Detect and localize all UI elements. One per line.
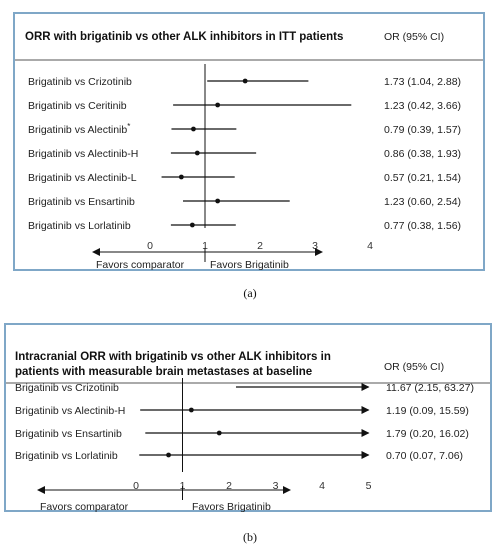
x-tick-label: 4 — [319, 480, 325, 492]
x-tick-label: 4 — [367, 240, 373, 252]
panel-frame — [4, 323, 492, 512]
point-estimate — [215, 102, 221, 108]
point-estimate — [216, 430, 222, 436]
row-label: Brigatinib vs Crizotinib — [15, 382, 119, 394]
chart-title: Intracranial ORR with brigatinib vs othe… — [15, 351, 331, 363]
forest-panel-b: Intracranial ORR with brigatinib vs othe… — [4, 323, 492, 544]
panel-caption: (b) — [243, 530, 257, 544]
forest-panel-a: ORR with brigatinib vs other ALK inhibit… — [13, 12, 485, 300]
point-estimate — [191, 126, 196, 132]
x-tick-label: 2 — [226, 480, 232, 492]
favors-brigatinib-label: Favors Brigatinib — [210, 259, 289, 271]
favors-brigatinib-label: Favors Brigatinib — [192, 501, 271, 513]
ci-value: 1.23 (0.42, 3.66) — [384, 100, 461, 112]
x-tick-label: 3 — [273, 480, 279, 492]
ci-value: 0.79 (0.39, 1.57) — [384, 124, 461, 136]
row-label: Brigatinib vs Lorlatinib — [15, 450, 118, 462]
point-estimate — [178, 174, 184, 180]
row-label: Brigatinib vs Ensartinib — [15, 428, 122, 440]
x-tick-label: 1 — [202, 240, 208, 252]
ci-header: OR (95% CI) — [384, 361, 444, 373]
x-tick-label: 0 — [133, 480, 139, 492]
favors-comparator-label: Favors comparator — [40, 501, 129, 513]
point-estimate — [188, 407, 194, 413]
ci-value: 0.57 (0.21, 1.54) — [384, 172, 461, 184]
ci-value: 1.73 (1.04, 2.88) — [384, 76, 461, 88]
ci-value: 1.23 (0.60, 2.54) — [384, 196, 461, 208]
x-tick-label: 2 — [257, 240, 263, 252]
row-label: Brigatinib vs Alectinib* — [28, 122, 130, 136]
ci-header: OR (95% CI) — [384, 31, 444, 43]
row-label: Brigatinib vs Crizotinib — [28, 76, 132, 88]
x-tick-label: 3 — [312, 240, 318, 252]
point-estimate — [166, 452, 171, 458]
row-label: Brigatinib vs Alectinib-H — [28, 148, 138, 160]
row-label: Brigatinib vs Alectinib-H — [15, 405, 125, 417]
point-estimate — [194, 150, 200, 156]
panel-caption: (a) — [243, 286, 256, 300]
favors-comparator-label: Favors comparator — [96, 259, 185, 271]
x-tick-label: 5 — [366, 480, 372, 492]
point-estimate — [189, 222, 195, 228]
chart-title: ORR with brigatinib vs other ALK inhibit… — [25, 31, 343, 43]
ci-value: 0.86 (0.38, 1.93) — [384, 148, 461, 160]
x-tick-label: 0 — [147, 240, 153, 252]
chart-title: patients with measurable brain metastase… — [15, 366, 312, 378]
ci-value: 1.19 (0.09, 15.59) — [386, 405, 469, 417]
point-estimate — [215, 198, 221, 204]
ci-value: 11.67 (2.15, 63.27) — [386, 382, 474, 394]
ci-value: 0.70 (0.07, 7.06) — [386, 450, 463, 462]
row-label: Brigatinib vs Ensartinib — [28, 196, 135, 208]
ci-value: 0.77 (0.38, 1.56) — [384, 220, 461, 232]
row-label: Brigatinib vs Lorlatinib — [28, 220, 131, 232]
point-estimate — [242, 78, 248, 84]
row-label: Brigatinib vs Ceritinib — [28, 100, 127, 112]
panel-frame — [13, 12, 485, 271]
ci-value: 1.79 (0.20, 16.02) — [386, 428, 469, 440]
row-label: Brigatinib vs Alectinib-L — [28, 172, 137, 184]
